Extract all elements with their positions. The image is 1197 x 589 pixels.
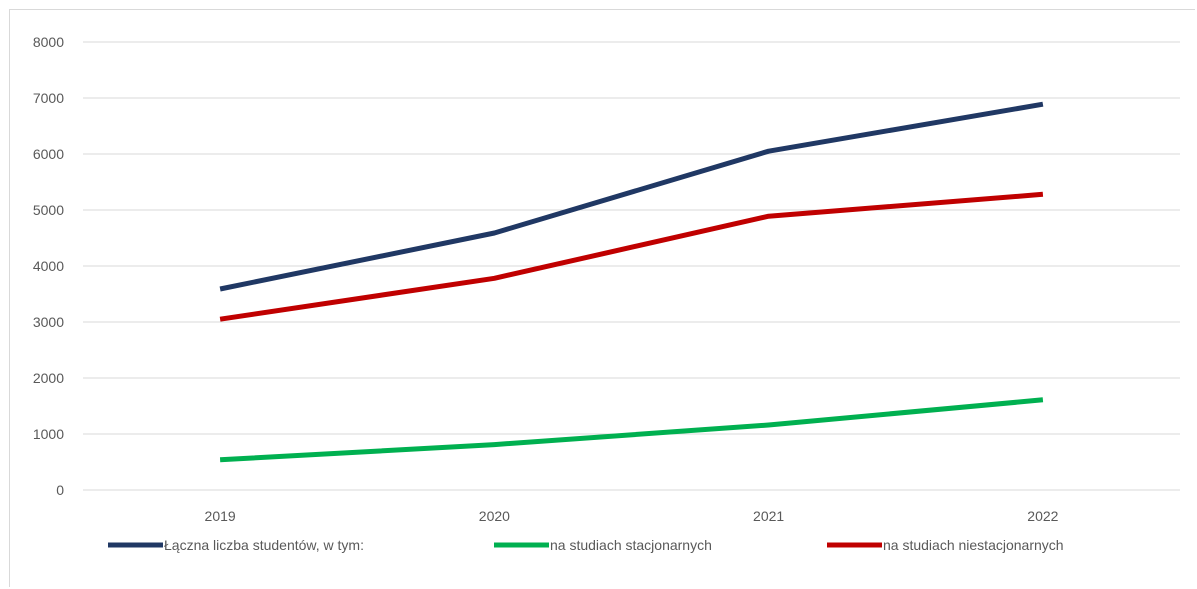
series-line-1 — [219, 397, 1044, 463]
y-axis-ticks: 0 1000 2000 3000 4000 5000 6000 7000 8000 — [33, 34, 64, 498]
x-tick-label: 2021 — [753, 508, 784, 524]
series-lines — [219, 101, 1044, 463]
y-tick-label: 2000 — [33, 370, 64, 386]
x-tick-label: 2022 — [1027, 508, 1058, 524]
y-tick-label: 7000 — [33, 90, 64, 106]
legend: Łączna liczba studentów, w tym: na studia… — [108, 537, 1064, 553]
legend-label-1: na studiach stacjonarnych — [550, 537, 712, 553]
y-tick-label: 4000 — [33, 258, 64, 274]
y-tick-label: 5000 — [33, 202, 64, 218]
y-tick-label: 1000 — [33, 426, 64, 442]
y-tick-label: 3000 — [33, 314, 64, 330]
chart-frame — [9, 9, 1195, 587]
legend-label-0: Łączna liczba studentów, w tym: — [164, 537, 364, 553]
y-tick-label: 8000 — [33, 34, 64, 50]
x-tick-label: 2019 — [205, 508, 236, 524]
legend-label-2: na studiach niestacjonarnych — [883, 537, 1064, 553]
y-tick-label: 0 — [56, 482, 64, 498]
series-line-2 — [219, 191, 1044, 322]
x-tick-label: 2020 — [479, 508, 510, 524]
x-axis-ticks: 2019 2020 2021 2022 — [205, 508, 1059, 524]
y-tick-label: 6000 — [33, 146, 64, 162]
series-line-0 — [219, 101, 1044, 292]
